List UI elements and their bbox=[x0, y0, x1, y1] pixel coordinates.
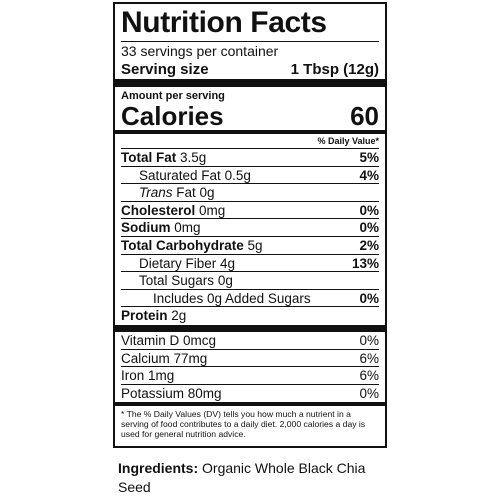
vitamin-name: Calcium 77mg bbox=[121, 350, 208, 366]
nutrient-dv: 2% bbox=[359, 237, 379, 253]
nutrient-row: Total Carbohydrate 5g 2% bbox=[121, 237, 379, 255]
serving-size: Serving size 1 Tbsp (12g) bbox=[121, 60, 379, 79]
nutrient-name: Protein bbox=[121, 308, 168, 324]
ingredients-label: Ingredients: bbox=[118, 460, 199, 476]
calories-value: 60 bbox=[350, 101, 379, 131]
nutrient-row: Total Fat 3.5g 5% bbox=[121, 149, 379, 167]
amount-per-serving: Amount per serving bbox=[121, 90, 225, 102]
footnote: * The % Daily Values (DV) tells you how … bbox=[121, 409, 366, 440]
nutrient-amount: 5g bbox=[247, 237, 263, 253]
nutrient-dv: 13% bbox=[351, 255, 379, 271]
vitamin-dv: 6% bbox=[359, 350, 379, 366]
nutrient-dv: 0% bbox=[359, 202, 379, 218]
nutrient-row: Includes 0g Added Sugars 0% bbox=[121, 290, 379, 308]
nutrient-amount: 0mg bbox=[199, 202, 226, 218]
vitamin-name: Vitamin D 0mcg bbox=[121, 332, 217, 348]
nutrient-name: Total Fat bbox=[121, 150, 177, 165]
nutrient-amount: 0.5g bbox=[224, 167, 251, 183]
vitamin-name: Iron 1mg bbox=[121, 368, 175, 384]
calories: Calories 60 bbox=[121, 103, 379, 130]
nutrient-name: Total Sugars bbox=[139, 273, 215, 289]
vitamin-row: Vitamin D 0mcg 0% bbox=[121, 332, 379, 350]
rule bbox=[115, 324, 385, 332]
serving-size-value: 1 Tbsp (12g) bbox=[290, 61, 379, 78]
nutrient-name: Sodium bbox=[121, 220, 171, 236]
nutrient-amount: 0mg bbox=[174, 220, 201, 236]
nutrient-row: Trans Fat 0g bbox=[121, 184, 379, 202]
rule bbox=[115, 402, 385, 407]
nutrient-row: Cholesterol 0mg 0% bbox=[121, 202, 379, 220]
nutrient-name: Total Carbohydrate bbox=[121, 237, 244, 253]
vitamin-row: Potassium 80mg 0% bbox=[121, 385, 379, 403]
rule bbox=[115, 79, 385, 87]
ingredients: Ingredients: Organic Whole Black Chia Se… bbox=[118, 459, 368, 497]
nutrition-label: Nutrition Facts 33 servings per containe… bbox=[113, 2, 387, 448]
nutrient-name: Dietary Fiber bbox=[139, 255, 217, 271]
nutrient-name: Includes 0g Added Sugars bbox=[153, 290, 311, 306]
nutrient-dv: 0% bbox=[359, 220, 379, 236]
nutrient-dv: 4% bbox=[359, 167, 379, 183]
serving-size-label: Serving size bbox=[121, 61, 209, 78]
title: Nutrition Facts bbox=[121, 4, 379, 42]
vitamin-row: Calcium 77mg 6% bbox=[121, 350, 379, 368]
nutrient-amount: 3.5g bbox=[180, 150, 207, 165]
vitamin-dv: 0% bbox=[359, 385, 379, 401]
nutrient-name: Trans bbox=[139, 185, 173, 201]
vitamin-dv: 0% bbox=[359, 332, 379, 348]
nutrient-amount: 2g bbox=[171, 308, 187, 324]
nutrient-name: Saturated Fat bbox=[139, 167, 221, 183]
nutrient-row: Dietary Fiber 4g 13% bbox=[121, 255, 379, 273]
dv-header: % Daily Value* bbox=[121, 134, 379, 149]
nutrient-amount: 4g bbox=[220, 255, 236, 271]
ingredients-text: Organic Whole Black Chia Seed bbox=[118, 460, 366, 495]
nutrient-row: Saturated Fat 0.5g 4% bbox=[121, 167, 379, 185]
nutrient-amount: 0g bbox=[217, 273, 233, 289]
nutrient-dv: 5% bbox=[359, 150, 379, 165]
nutrient-row: Total Sugars 0g bbox=[121, 272, 379, 290]
nutrient-row: Sodium 0mg 0% bbox=[121, 219, 379, 237]
calories-label: Calories bbox=[121, 101, 224, 131]
vitamin-dv: 6% bbox=[359, 368, 379, 384]
nutrient-amount: Fat 0g bbox=[176, 185, 215, 201]
vitamin-name: Potassium 80mg bbox=[121, 385, 222, 401]
vitamin-row: Iron 1mg 6% bbox=[121, 367, 379, 385]
nutrient-dv: 0% bbox=[359, 290, 379, 306]
nutrient-name: Cholesterol bbox=[121, 202, 196, 218]
servings: 33 servings per container bbox=[121, 43, 279, 59]
rule bbox=[115, 130, 385, 134]
nutrient-row: Protein 2g bbox=[121, 307, 379, 325]
